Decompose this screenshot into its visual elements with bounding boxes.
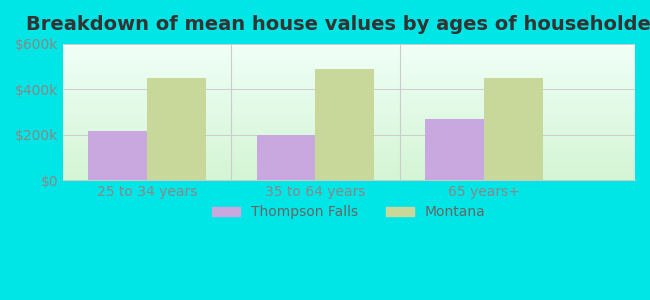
Legend: Thompson Falls, Montana: Thompson Falls, Montana bbox=[207, 200, 491, 225]
Bar bbox=[484, 78, 543, 180]
Title: Breakdown of mean house values by ages of householders: Breakdown of mean house values by ages o… bbox=[26, 15, 650, 34]
Bar bbox=[257, 135, 315, 180]
Bar bbox=[425, 119, 484, 180]
Bar bbox=[148, 78, 206, 180]
Bar bbox=[88, 131, 148, 180]
Bar bbox=[315, 69, 374, 180]
